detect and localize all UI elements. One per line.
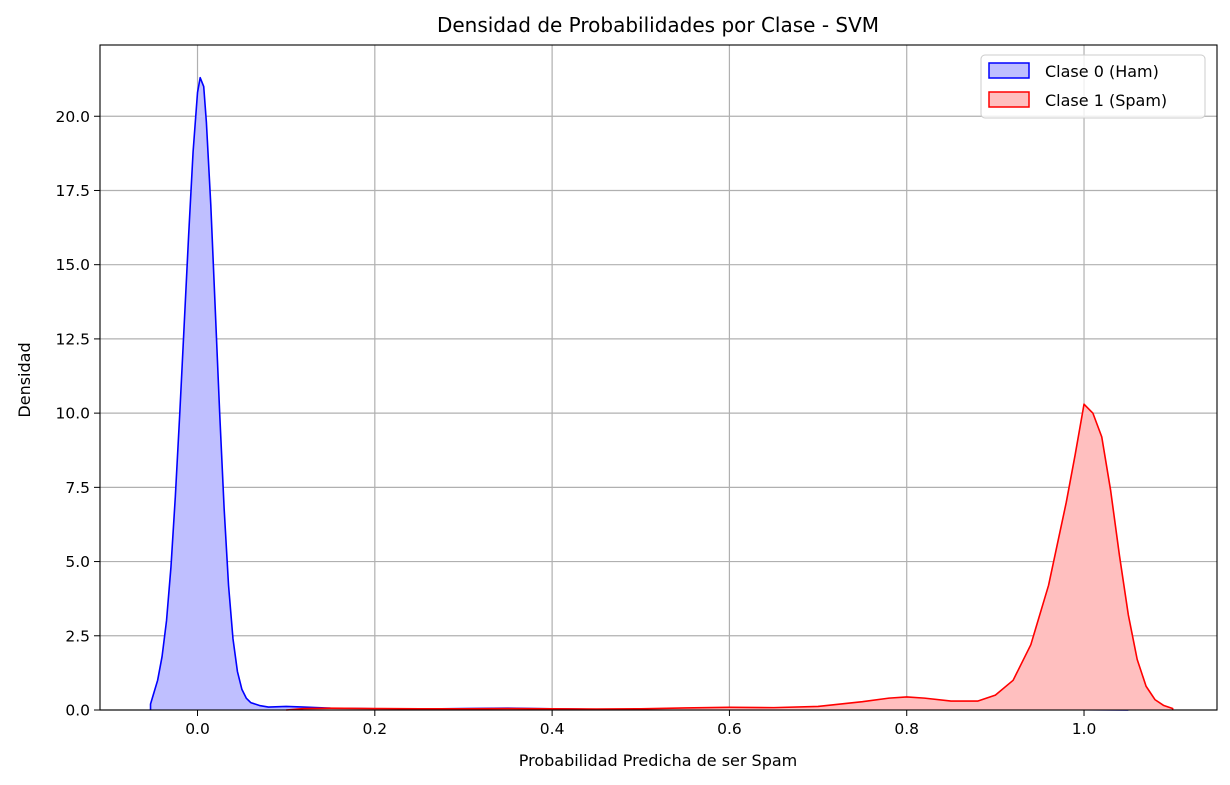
x-tick-label: 1.0 xyxy=(1072,720,1097,738)
series-line-spam xyxy=(286,403,1174,711)
x-axis-ticks: 0.0 0.2 0.4 0.6 0.8 1.0 xyxy=(185,710,1096,738)
legend-swatch-ham xyxy=(988,62,1030,79)
y-tick-label: 10.0 xyxy=(55,405,90,423)
plot-frame xyxy=(99,44,1218,711)
x-tick-label: 0.6 xyxy=(717,720,742,738)
x-tick-label: 0.4 xyxy=(540,720,565,738)
grid-lines xyxy=(100,45,1217,711)
y-tick-label: 0.0 xyxy=(65,702,90,720)
x-tick-label: 0.8 xyxy=(894,720,919,738)
y-tick-label: 17.5 xyxy=(55,182,90,200)
y-tick-label: 5.0 xyxy=(65,553,90,571)
y-tick-label: 20.0 xyxy=(55,108,90,126)
y-tick-label: 12.5 xyxy=(55,330,90,348)
legend-label-spam: Clase 1 (Spam) xyxy=(1045,91,1167,110)
legend-swatch-spam xyxy=(988,91,1030,108)
y-tick-label: 7.5 xyxy=(65,479,90,497)
y-axis-ticks: 0.0 2.5 5.0 7.5 10.0 12.5 15.0 17.5 20.0 xyxy=(55,108,100,720)
chart-title: Densidad de Probabilidades por Clase - S… xyxy=(437,13,879,37)
y-tick-label: 2.5 xyxy=(65,627,90,645)
y-tick-label: 15.0 xyxy=(55,256,90,274)
legend-box xyxy=(980,54,1206,119)
series-fill-spam xyxy=(286,404,1173,710)
legend-label-ham: Clase 0 (Ham) xyxy=(1045,62,1159,81)
x-tick-label: 0.0 xyxy=(185,720,210,738)
x-axis-label: Probabilidad Predicha de ser Spam xyxy=(519,751,798,770)
x-tick-label: 0.2 xyxy=(362,720,387,738)
y-axis-label: Densidad xyxy=(15,342,34,417)
legend: Clase 0 (Ham) Clase 1 (Spam) xyxy=(980,54,1206,119)
